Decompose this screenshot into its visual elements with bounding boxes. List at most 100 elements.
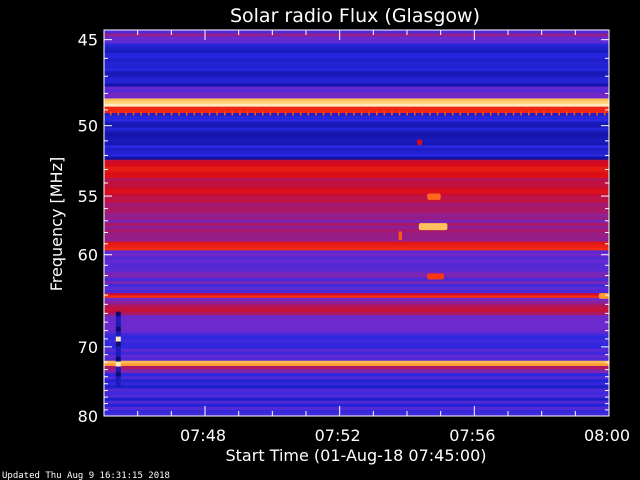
interference-tick xyxy=(383,111,386,116)
frequency-band xyxy=(104,225,609,230)
frequency-band xyxy=(104,142,609,146)
data-gap-segment xyxy=(115,331,121,337)
frequency-band xyxy=(104,308,609,313)
frequency-band xyxy=(104,295,609,299)
y-tick-label: 55 xyxy=(78,187,98,206)
frequency-band xyxy=(104,163,609,168)
frequency-band xyxy=(104,98,609,102)
frequency-band xyxy=(104,33,609,38)
frequency-band xyxy=(104,290,609,294)
interference-tick xyxy=(269,111,272,116)
x-tick-label: 07:56 xyxy=(449,426,495,445)
frequency-band xyxy=(104,250,609,254)
updated-timestamp: Updated Thu Aug 9 16:31:15 2018 xyxy=(2,471,170,480)
y-axis-label: Frequency [MHz] xyxy=(47,157,66,291)
frequency-band xyxy=(104,400,609,405)
interference-tick xyxy=(596,111,598,116)
interference-tick xyxy=(338,111,340,116)
radio-burst xyxy=(417,139,423,146)
interference-tick xyxy=(459,111,462,116)
frequency-band xyxy=(104,301,609,305)
frequency-band xyxy=(104,253,609,257)
interference-tick xyxy=(224,111,226,116)
data-gap-segment xyxy=(115,371,121,377)
interference-tick xyxy=(391,111,393,116)
interference-tick xyxy=(231,111,234,116)
frequency-band xyxy=(104,277,609,282)
frequency-band xyxy=(104,181,609,185)
interference-tick xyxy=(239,111,241,116)
frequency-band xyxy=(104,187,609,191)
interference-tick xyxy=(148,111,150,116)
radio-burst xyxy=(598,293,609,299)
interference-tick xyxy=(254,111,256,116)
frequency-band xyxy=(104,342,609,346)
frequency-band xyxy=(104,238,609,242)
frequency-band xyxy=(104,118,609,123)
frequency-band xyxy=(104,348,609,352)
interference-tick xyxy=(452,111,454,116)
frequency-band xyxy=(104,315,609,319)
interference-tick xyxy=(490,111,492,116)
frequency-band xyxy=(104,68,609,72)
frequency-band xyxy=(104,101,609,105)
frequency-band xyxy=(104,365,609,370)
frequency-band xyxy=(104,139,609,143)
interference-tick xyxy=(277,111,279,116)
frequency-band xyxy=(104,373,609,377)
interference-tick xyxy=(368,111,370,116)
frequency-band xyxy=(104,297,609,302)
frequency-band xyxy=(104,351,609,355)
data-gap-segment xyxy=(115,356,121,362)
interference-tick xyxy=(444,111,446,116)
frequency-band xyxy=(104,109,609,114)
frequency-band xyxy=(104,156,609,161)
interference-tick xyxy=(550,111,553,116)
interference-tick xyxy=(292,111,294,116)
x-axis: 07:48 07:52 07:56 08:00 xyxy=(103,30,630,445)
frequency-band xyxy=(104,127,609,131)
interference-tick xyxy=(414,111,416,116)
interference-tick xyxy=(421,111,424,116)
interference-tick xyxy=(528,111,530,116)
interference-tick xyxy=(566,111,568,116)
frequency-band xyxy=(104,46,609,50)
frequency-band xyxy=(104,336,609,340)
frequency-band xyxy=(104,130,609,134)
interference-tick xyxy=(376,111,378,116)
interference-tick xyxy=(474,111,477,116)
interference-tick xyxy=(436,111,439,116)
frequency-band xyxy=(104,283,609,288)
frequency-band xyxy=(104,190,609,194)
frequency-band xyxy=(104,385,609,389)
frequency-band xyxy=(104,244,609,248)
frequency-band xyxy=(104,133,609,137)
frequency-band xyxy=(104,153,609,158)
frequency-band xyxy=(104,222,609,227)
frequency-band xyxy=(104,145,609,149)
frequency-band xyxy=(104,184,609,188)
frequency-band xyxy=(104,121,609,126)
x-tick-label: 07:48 xyxy=(180,426,226,445)
frequency-band xyxy=(104,327,609,331)
frequency-band xyxy=(104,213,609,217)
frequency-band xyxy=(104,113,609,117)
frequency-band xyxy=(104,394,609,398)
data-gap-segment xyxy=(115,351,121,357)
y-tick-label: 80 xyxy=(78,407,98,426)
frequency-band xyxy=(104,174,609,179)
frequency-band xyxy=(104,202,609,206)
interference-tick xyxy=(360,111,363,116)
frequency-band xyxy=(104,259,609,263)
frequency-band xyxy=(104,124,609,128)
radio-burst xyxy=(427,193,441,200)
interference-tick xyxy=(216,111,218,116)
y-tick-label: 70 xyxy=(78,338,98,357)
frequency-band xyxy=(104,106,609,111)
x-tick-label: 07:52 xyxy=(315,426,361,445)
frequency-band xyxy=(104,89,609,93)
frequency-band xyxy=(104,412,609,417)
frequency-band xyxy=(104,86,609,90)
frequency-band xyxy=(104,116,609,120)
